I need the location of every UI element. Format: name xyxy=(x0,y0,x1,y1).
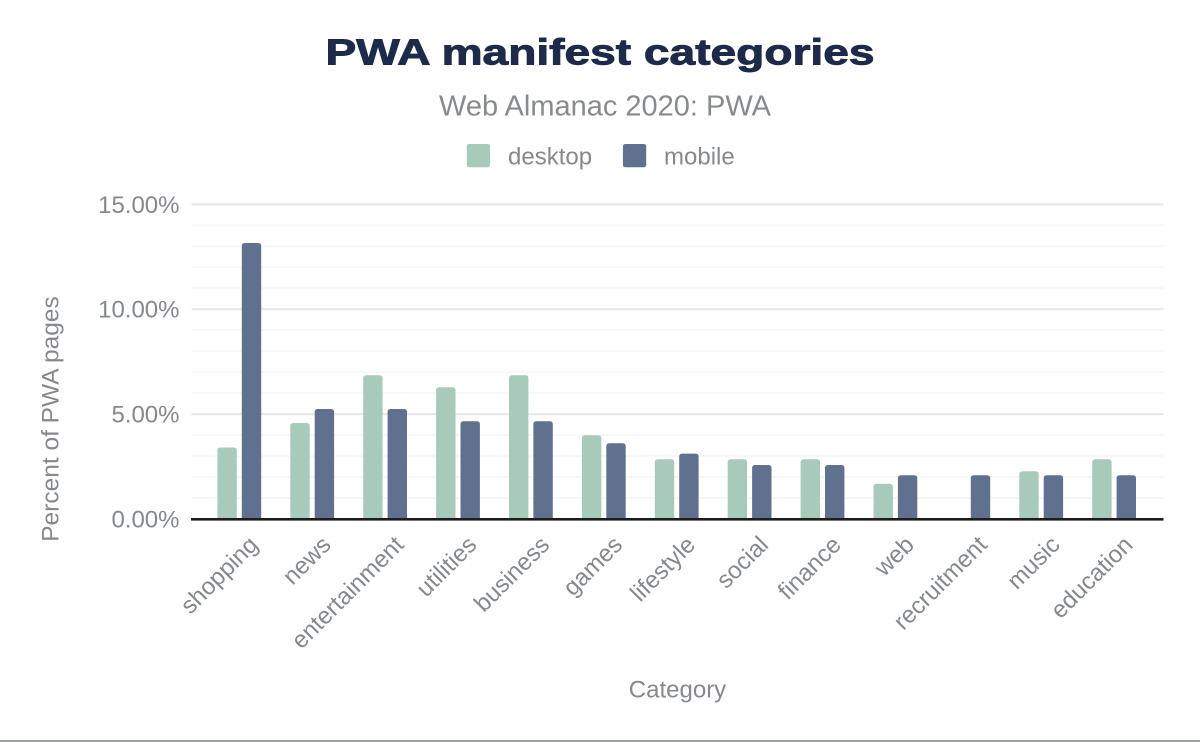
svg-text:5.00%: 5.00% xyxy=(111,402,179,429)
svg-text:Category: Category xyxy=(629,677,726,704)
svg-text:mobile: mobile xyxy=(664,144,735,171)
svg-text:desktop: desktop xyxy=(508,144,592,171)
svg-text:0.00%: 0.00% xyxy=(111,507,179,534)
svg-text:10.00%: 10.00% xyxy=(98,297,179,324)
svg-text:Percent of PWA pages: Percent of PWA pages xyxy=(38,296,65,542)
svg-text:15.00%: 15.00% xyxy=(98,192,179,219)
svg-text:PWA manifest categories: PWA manifest categories xyxy=(326,31,875,72)
svg-text:Web Almanac 2020: PWA: Web Almanac 2020: PWA xyxy=(439,91,772,123)
